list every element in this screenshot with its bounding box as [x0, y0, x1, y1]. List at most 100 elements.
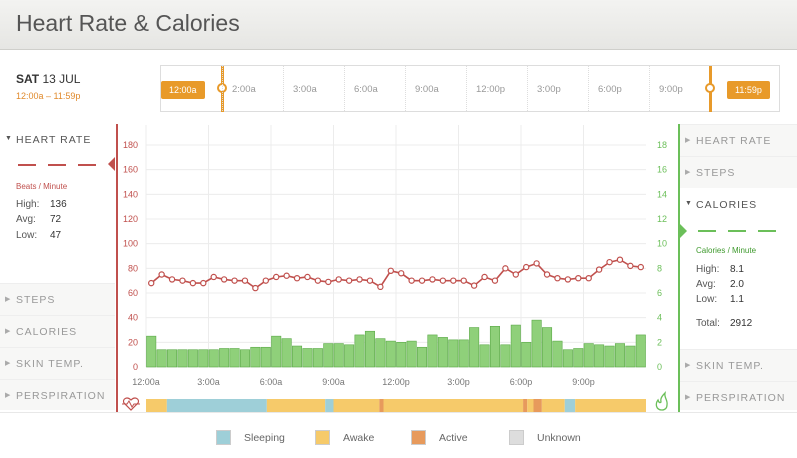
heart-rate-line: [148, 256, 644, 292]
heart-rate-point: [314, 277, 322, 284]
activity-segment-active: [533, 399, 542, 412]
heart-rate-units: Beats / Minute: [16, 182, 68, 191]
heart-rate-point: [418, 277, 426, 284]
heart-rate-point: [210, 273, 217, 281]
left-item-steps[interactable]: ▶ STEPS: [0, 283, 115, 315]
heart-rate-point: [575, 275, 582, 282]
calorie-bar: [344, 344, 355, 368]
activity-band: [146, 399, 646, 412]
activity-segment-active: [379, 399, 384, 412]
triangle-right-icon: ▶: [685, 169, 692, 176]
cal-high-value: 8.1: [730, 264, 744, 275]
heart-rate-point: [325, 278, 332, 286]
active-pointer-right: [680, 224, 687, 238]
x-tick-label: 6:00a: [260, 377, 283, 387]
right-item-label: PERSPIRATION: [696, 392, 786, 404]
cal-low-value: 1.1: [730, 294, 744, 305]
calorie-bar: [458, 339, 469, 368]
x-tick-label: 9:00p: [572, 377, 595, 387]
timeline-label: 6:00a: [354, 84, 378, 95]
calorie-bar: [635, 334, 646, 368]
left-item-label: PERSPIRATION: [16, 390, 106, 402]
calories-dash: [728, 230, 746, 232]
cal-high-label: High:: [696, 264, 720, 275]
legend-swatch-awake: [315, 430, 330, 445]
time-range-slider[interactable]: 12:00a 11:59p 2:00a 3:00a 6:00a 9:00a 12:00p…: [160, 65, 780, 112]
timeline-tick: [527, 66, 528, 111]
left-item-skin-temp[interactable]: ▶ SKIN TEMP.: [0, 347, 115, 379]
heart-rate-point: [564, 276, 572, 283]
heart-rate-point: [616, 256, 624, 263]
end-handle-knob[interactable]: [705, 83, 715, 93]
heart-rate-point: [450, 277, 457, 284]
left-item-label: SKIN TEMP.: [16, 358, 84, 370]
right-tick-label: 10: [657, 239, 667, 249]
right-active-metric[interactable]: ▼ CALORIES: [680, 199, 797, 211]
calorie-bar: [167, 349, 178, 368]
heart-rate-point: [554, 275, 561, 282]
heart-rate-point: [408, 277, 415, 284]
activity-segment-sleeping: [564, 399, 576, 412]
right-tick-label: 12: [657, 214, 667, 224]
heart-rate-point: [491, 277, 499, 284]
left-tick-label: 160: [123, 165, 138, 175]
left-metric-panel: ▼ HEART RATE Beats / Minute High: 136 Av…: [0, 124, 115, 410]
cal-avg-value: 2.0: [730, 279, 744, 290]
right-item-skin-temp[interactable]: ▶ SKIN TEMP.: [680, 349, 797, 381]
timeline-tick: [649, 66, 650, 111]
activity-segment-awake: [383, 399, 524, 412]
right-item-heart-rate[interactable]: ▶ HEART RATE: [680, 124, 797, 156]
right-tick-label: 8: [657, 263, 662, 273]
calorie-bar: [354, 334, 365, 368]
calorie-bar: [604, 345, 615, 368]
page-title: Heart Rate & Calories: [16, 10, 240, 36]
heart-rate-point: [273, 273, 280, 281]
cal-total-value: 2912: [730, 318, 753, 329]
end-handle-tag[interactable]: 11:59p: [727, 81, 770, 99]
triangle-right-icon: ▶: [685, 394, 692, 401]
heart-rate-point: [158, 271, 165, 278]
activity-segment-awake: [527, 399, 534, 412]
timeline-tick: [222, 66, 223, 111]
activity-segment-active: [523, 399, 528, 412]
heart-rate-point: [606, 258, 613, 266]
heart-rate-point: [377, 283, 384, 291]
legend-label: Active: [439, 432, 468, 444]
x-tick-label: 6:00p: [510, 377, 533, 387]
left-active-metric[interactable]: ▼ HEART RATE: [0, 134, 115, 146]
flame-icon: [655, 391, 668, 411]
calorie-bar: [208, 349, 219, 368]
calorie-bar: [146, 335, 157, 368]
heart-rate-point: [512, 271, 519, 278]
left-tick-label: 60: [128, 288, 138, 298]
left-item-calories[interactable]: ▶ CALORIES: [0, 315, 115, 347]
heart-rate-point: [189, 279, 197, 287]
right-tick-label: 0: [657, 362, 662, 372]
heart-rate-point: [345, 277, 353, 284]
hr-high-value: 136: [50, 199, 67, 210]
left-item-perspiration[interactable]: ▶ PERSPIRATION: [0, 379, 115, 410]
calorie-bar: [594, 344, 605, 368]
right-tick-label: 2: [657, 337, 662, 347]
triangle-down-icon: ▼: [685, 200, 693, 207]
timeline-label: 12:00p: [476, 84, 506, 95]
heart-rate-dash: [18, 164, 36, 166]
timeline-label: 2:00a: [232, 84, 256, 95]
left-tick-label: 120: [123, 214, 138, 224]
calorie-bar: [156, 349, 167, 368]
activity-segment-awake: [266, 399, 326, 412]
right-item-label: HEART RATE: [696, 135, 772, 147]
timeline-label: 6:00p: [598, 84, 622, 95]
heart-rate-point: [293, 275, 301, 282]
right-item-perspiration[interactable]: ▶ PERSPIRATION: [680, 381, 797, 410]
calorie-bar: [562, 349, 573, 368]
right-item-steps[interactable]: ▶ STEPS: [680, 156, 797, 188]
heart-rate-point: [502, 265, 509, 272]
timeline-label: 9:00a: [415, 84, 439, 95]
right-tick-label: 6: [657, 288, 662, 298]
hr-avg-label: Avg:: [16, 214, 36, 225]
date-label: SAT 13 JUL: [16, 72, 80, 86]
calorie-bar: [312, 348, 323, 368]
start-handle-tag[interactable]: 12:00a: [161, 81, 205, 99]
